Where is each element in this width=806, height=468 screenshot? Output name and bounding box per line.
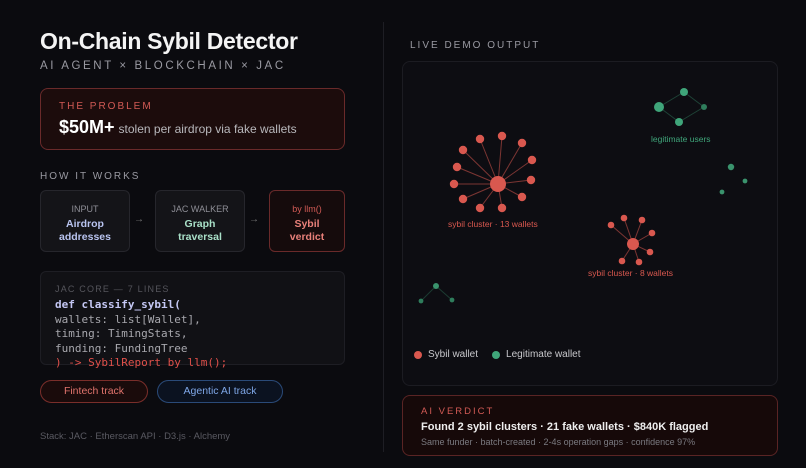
graph-edge bbox=[479, 138, 499, 185]
graph-edge bbox=[683, 91, 705, 108]
legend: Sybil wallet Legitimate wallet bbox=[414, 349, 581, 360]
tech-stack: Stack: JAC · Etherscan API · D3.js · Alc… bbox=[40, 431, 231, 442]
step-value: Graph bbox=[184, 218, 216, 230]
step-input: INPUT Airdrop addresses bbox=[40, 190, 130, 252]
sybil-wallet-node bbox=[648, 229, 656, 237]
verdict-label: AI VERDICT bbox=[421, 406, 495, 417]
sybil-wallet-node bbox=[458, 194, 468, 204]
fintech-track-badge[interactable]: Fintech track bbox=[40, 380, 148, 403]
graph-edge bbox=[462, 149, 499, 185]
arrow-icon: → bbox=[134, 214, 144, 225]
legit-wallet-node bbox=[654, 102, 664, 112]
step-heading: INPUT bbox=[71, 204, 99, 214]
code-line: wallets: list[Wallet], bbox=[55, 312, 201, 326]
code-card: JAC CORE — 7 LINES def classify_sybil( w… bbox=[40, 271, 345, 369]
step-value: Airdrop bbox=[66, 218, 104, 230]
sybil-dot-icon bbox=[414, 350, 422, 359]
verdict-detail: Same funder · batch-created · 2-4s opera… bbox=[421, 437, 696, 447]
problem-label: THE PROBLEM bbox=[59, 101, 153, 112]
sybil-wallet-node bbox=[497, 203, 507, 213]
legit-label: legitimate users bbox=[651, 134, 711, 144]
step-heading: by llm() bbox=[292, 204, 322, 214]
verdict-card: AI VERDICT Found 2 sybil clusters · 21 f… bbox=[402, 395, 778, 456]
legit-wallet-node bbox=[433, 283, 439, 289]
legend-legit: Legitimate wallet bbox=[506, 349, 581, 360]
graph-edge bbox=[420, 285, 437, 302]
code-label: JAC CORE — 7 LINES bbox=[55, 284, 170, 294]
sybil-wallet-node bbox=[527, 155, 537, 165]
problem-card: THE PROBLEM $50M+ stolen per airdrop via … bbox=[40, 88, 345, 150]
how-it-works-heading: HOW IT WORKS bbox=[40, 171, 141, 182]
legend-sybil: Sybil wallet bbox=[428, 349, 479, 360]
graph-panel bbox=[402, 61, 778, 386]
arrow-icon: → bbox=[249, 214, 259, 225]
step-jac-walker: JAC WALKER Graph traversal bbox=[155, 190, 245, 252]
step-value: Sybil bbox=[294, 218, 320, 230]
sybil-funder-node bbox=[490, 176, 506, 192]
legit-wallet-node bbox=[742, 178, 748, 184]
divider bbox=[383, 22, 384, 452]
legit-wallet-node bbox=[701, 104, 707, 110]
sybil-wallet-node bbox=[497, 131, 507, 141]
sybil-wallet-node bbox=[517, 138, 527, 148]
sybil-wallet-node bbox=[635, 258, 643, 266]
code-line: ) -> SybilReport by llm(); bbox=[55, 356, 228, 369]
sybil-wallet-node bbox=[449, 179, 459, 189]
legit-wallet-node bbox=[418, 298, 424, 304]
legit-wallet-node bbox=[719, 189, 725, 195]
sybil-wallet-node bbox=[475, 203, 485, 213]
graph-edge bbox=[435, 285, 453, 301]
legit-wallet-node bbox=[675, 118, 683, 126]
legit-wallet-node bbox=[449, 297, 455, 303]
problem-amount: $50M+ bbox=[59, 117, 115, 137]
code-line: timing: TimingStats, bbox=[55, 327, 188, 340]
code-line: funding: FundingTree bbox=[55, 341, 188, 355]
graph-edge bbox=[497, 135, 503, 185]
step-value: traversal bbox=[178, 231, 222, 243]
sybil-wallet-node bbox=[646, 248, 654, 256]
page-subtitle: AI AGENT × BLOCKCHAIN × JAC bbox=[40, 60, 286, 72]
sybil-wallet-node bbox=[475, 134, 485, 144]
sybil-wallet-node bbox=[618, 257, 626, 265]
step-llm: by llm() Sybil verdict bbox=[269, 190, 345, 252]
legit-wallet-node bbox=[680, 88, 688, 96]
sybil-wallet-node bbox=[607, 221, 615, 229]
cluster2-label: sybil cluster · 8 wallets bbox=[588, 268, 674, 278]
code-line: def classify_sybil( bbox=[55, 298, 181, 311]
sybil-wallet-node bbox=[620, 214, 628, 222]
sybil-wallet-node bbox=[638, 216, 646, 224]
live-demo-heading: LIVE DEMO OUTPUT bbox=[410, 40, 541, 51]
step-value: verdict bbox=[289, 231, 325, 243]
sybil-wallet-node bbox=[526, 175, 536, 185]
sybil-funder-node bbox=[627, 238, 639, 250]
sybil-wallet-node bbox=[458, 145, 468, 155]
legit-wallet-node bbox=[727, 163, 735, 171]
step-value: addresses bbox=[59, 231, 111, 243]
legit-dot-icon bbox=[492, 350, 501, 359]
verdict-main: Found 2 sybil clusters · 21 fake wallets… bbox=[421, 421, 709, 433]
agentic-ai-track-badge[interactable]: Agentic AI track bbox=[157, 380, 283, 403]
page-title: On-Chain Sybil Detector bbox=[40, 28, 298, 54]
sybil-wallet-node bbox=[517, 192, 527, 202]
sybil-wallet-node bbox=[452, 162, 462, 172]
problem-text: stolen per airdrop via fake wallets bbox=[118, 122, 297, 136]
step-heading: JAC WALKER bbox=[171, 204, 229, 214]
cluster1-label: sybil cluster · 13 wallets bbox=[448, 219, 538, 229]
graph-edge bbox=[678, 106, 705, 123]
